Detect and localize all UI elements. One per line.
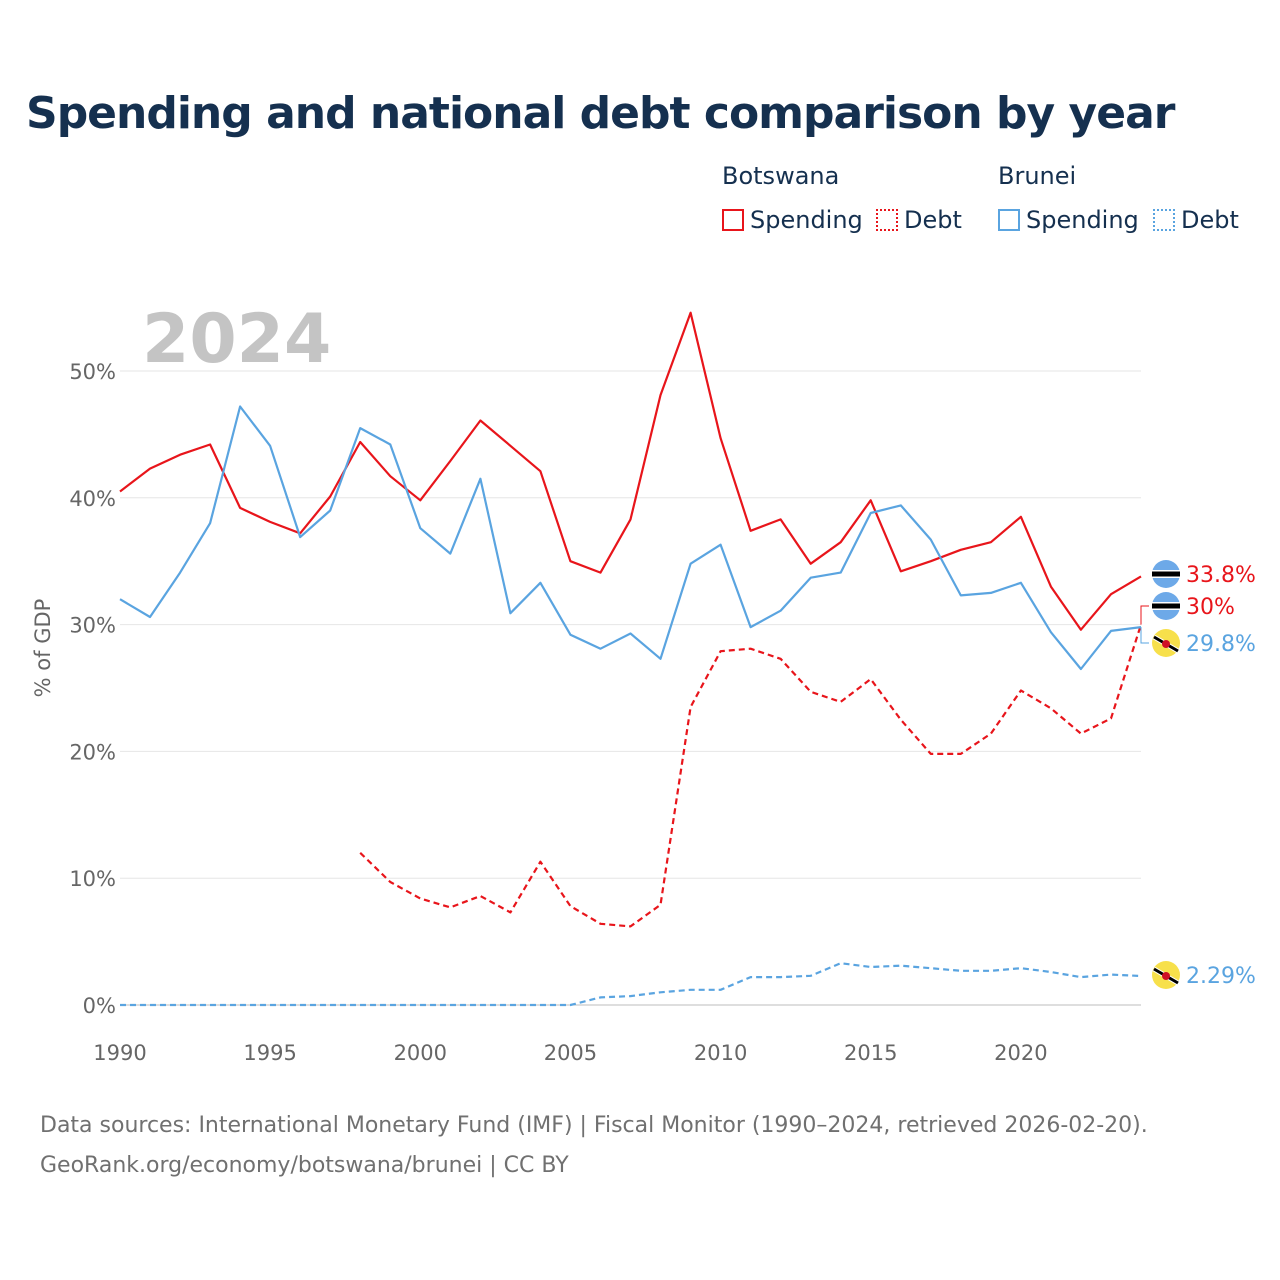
legend-swatch-solid — [722, 209, 744, 231]
x-tick-label: 1990 — [93, 1041, 146, 1065]
page-title: Spending and national debt comparison by… — [26, 88, 1175, 139]
x-tick-label: 2005 — [544, 1041, 597, 1065]
legend-brunei-debt[interactable]: Debt — [1153, 204, 1239, 236]
end-value-label: 33.8% — [1186, 563, 1256, 588]
y-tick-label: 40% — [69, 487, 116, 511]
legend-group-brunei: Brunei — [998, 162, 1077, 190]
series-line — [359, 624, 1143, 928]
legend-swatch-dotted — [1153, 209, 1175, 231]
flag-stripe — [1152, 603, 1180, 609]
label-connector — [1140, 605, 1149, 625]
footer: Data sources: International Monetary Fun… — [40, 1106, 1148, 1186]
x-tick-label: 2020 — [994, 1041, 1047, 1065]
label-connector — [1140, 627, 1149, 644]
series-line — [119, 311, 1142, 631]
legend-group-botswana: Botswana — [722, 162, 840, 190]
y-tick-label: 30% — [69, 614, 116, 638]
x-tick-label: 2000 — [394, 1041, 447, 1065]
footer-sources: Data sources: International Monetary Fun… — [40, 1113, 1148, 1138]
y-tick-label: 50% — [69, 360, 116, 384]
legend-label: Spending — [750, 206, 863, 234]
year-watermark: 2024 — [142, 300, 331, 379]
x-tick-label: 1995 — [243, 1041, 296, 1065]
legend-label: Debt — [1181, 206, 1239, 234]
series-line — [120, 962, 1142, 1007]
end-value-label: 29.8% — [1186, 632, 1256, 657]
flag-emblem — [1162, 972, 1170, 980]
end-value-label: 2.29% — [1186, 964, 1256, 989]
legend-brunei-spending[interactable]: Spending — [998, 204, 1139, 236]
legend-botswana-debt[interactable]: Debt — [876, 204, 962, 236]
flag-emblem — [1162, 640, 1170, 648]
y-tick-label: 20% — [69, 740, 116, 764]
legend-botswana-spending[interactable]: Spending — [722, 204, 863, 236]
legend-label: Debt — [904, 206, 962, 234]
x-tick-label: 2010 — [694, 1041, 747, 1065]
legend-swatch-dotted — [876, 209, 898, 231]
x-tick-label: 2015 — [844, 1041, 897, 1065]
footer-link[interactable]: GeoRank.org/economy/botswana/brunei | CC… — [40, 1153, 569, 1178]
y-tick-label: 10% — [69, 867, 116, 891]
flag-stripe — [1152, 571, 1180, 577]
end-value-label: 30% — [1186, 595, 1235, 620]
legend-swatch-solid — [998, 209, 1020, 231]
y-tick-label: 0% — [83, 994, 116, 1018]
series-line — [119, 405, 1142, 671]
y-axis-label: % of GDP — [31, 599, 55, 698]
legend-label: Spending — [1026, 206, 1139, 234]
